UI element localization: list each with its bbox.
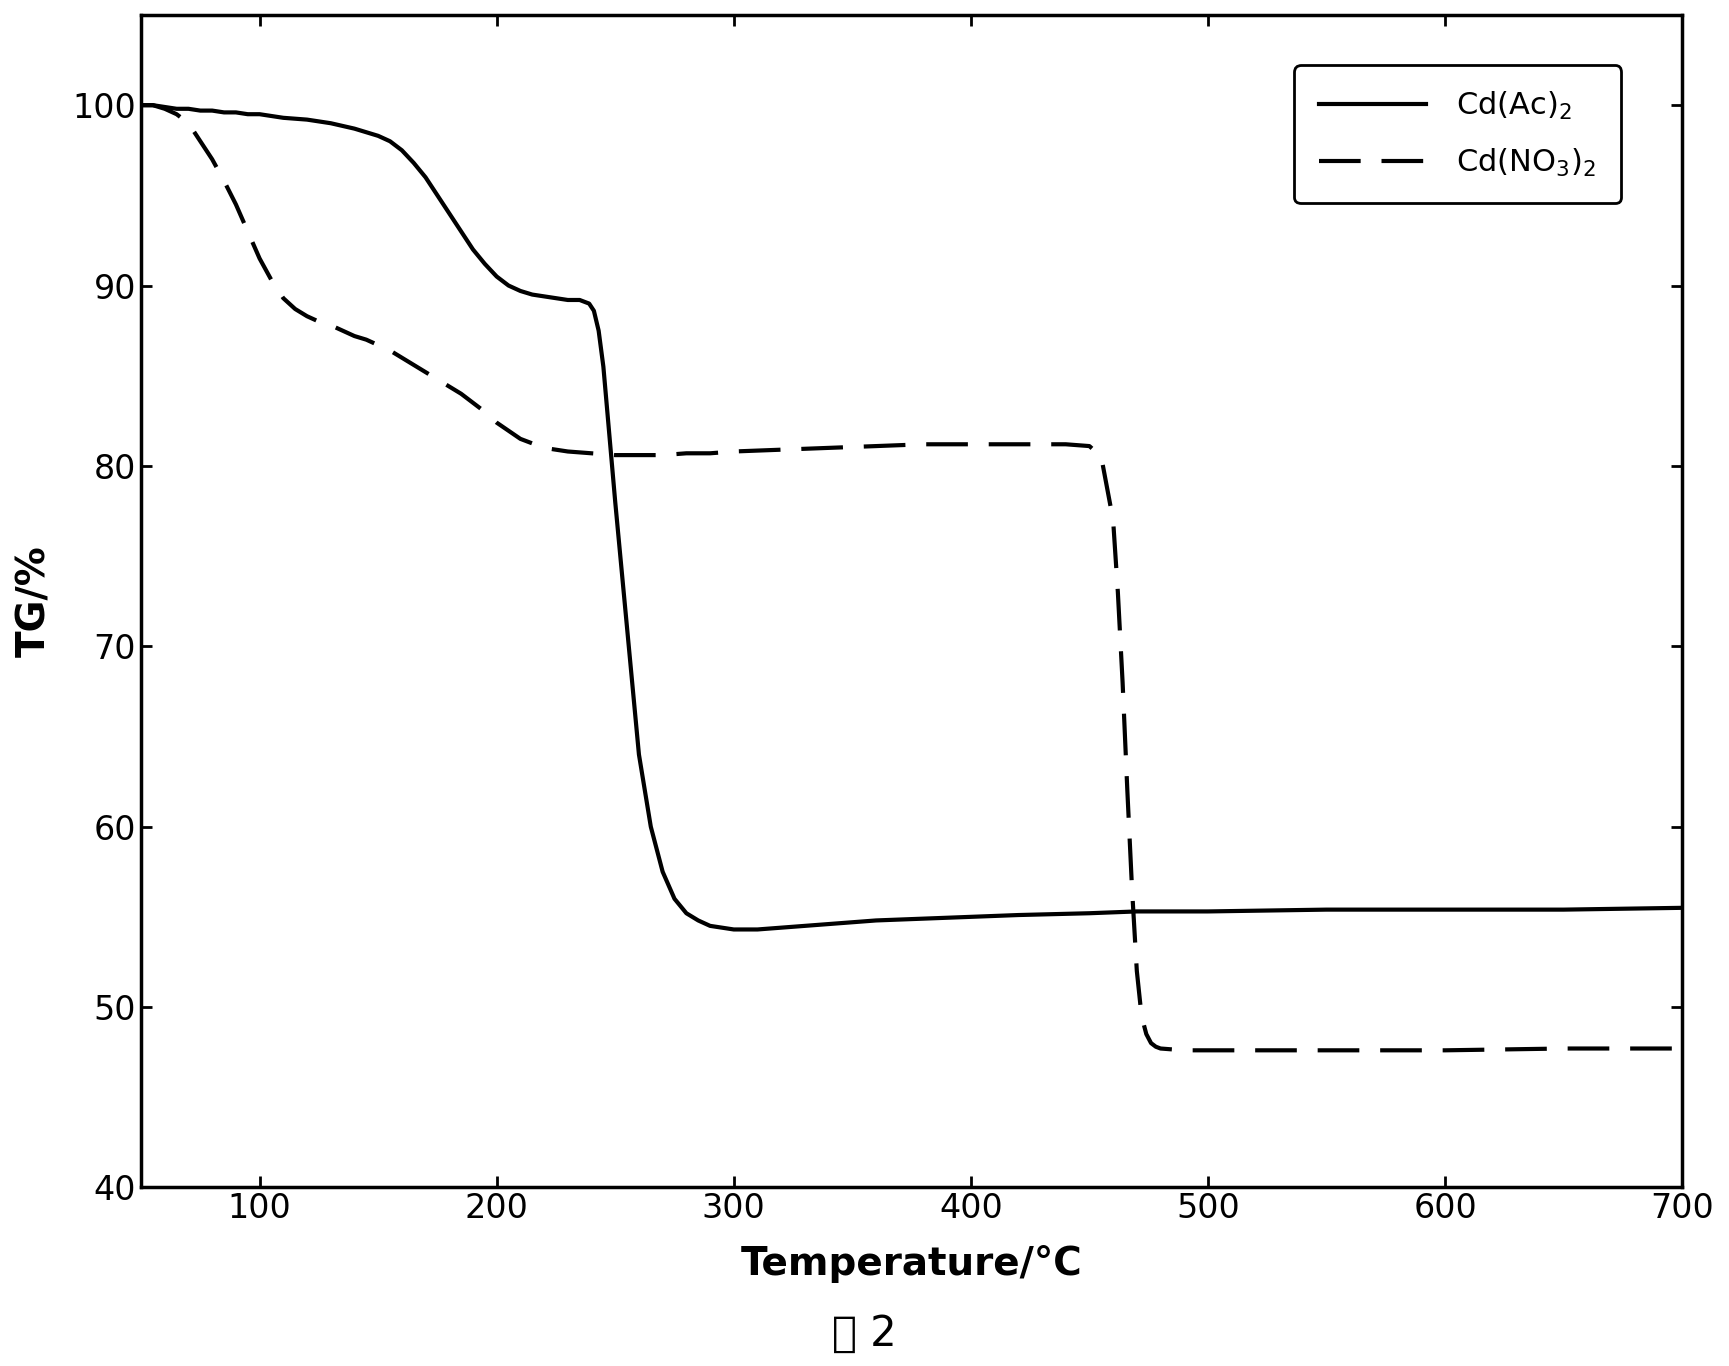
Cd(NO$_3$)$_2$: [131, 97, 152, 113]
Text: 图 2: 图 2: [832, 1313, 897, 1355]
Cd(Ac)$_2$: [629, 746, 650, 762]
Line: Cd(NO$_3$)$_2$: Cd(NO$_3$)$_2$: [142, 105, 1682, 1050]
Cd(NO$_3$)$_2$: [1672, 1041, 1693, 1057]
Cd(NO$_3$)$_2$: [308, 313, 329, 329]
Cd(NO$_3$)$_2$: [320, 317, 341, 333]
Cd(NO$_3$)$_2$: [463, 395, 484, 411]
Cd(Ac)$_2$: [617, 620, 638, 637]
Cd(NO$_3$)$_2$: [676, 445, 697, 462]
Cd(NO$_3$)$_2$: [1174, 1042, 1195, 1059]
Cd(Ac)$_2$: [225, 104, 246, 120]
Cd(Ac)$_2$: [723, 921, 743, 937]
Legend: Cd(Ac)$_2$, Cd(NO$_3$)$_2$: Cd(Ac)$_2$, Cd(NO$_3$)$_2$: [1295, 66, 1620, 204]
Cd(Ac)$_2$: [131, 97, 152, 113]
X-axis label: Temperature/°C: Temperature/°C: [740, 1244, 1082, 1283]
Cd(NO$_3$)$_2$: [1150, 1041, 1171, 1057]
Cd(Ac)$_2$: [557, 292, 577, 309]
Line: Cd(Ac)$_2$: Cd(Ac)$_2$: [142, 105, 1682, 929]
Y-axis label: TG/%: TG/%: [16, 545, 54, 657]
Cd(Ac)$_2$: [1672, 900, 1693, 917]
Cd(Ac)$_2$: [583, 303, 603, 320]
Cd(NO$_3$)$_2$: [700, 445, 721, 462]
Cd(Ac)$_2$: [498, 277, 519, 294]
